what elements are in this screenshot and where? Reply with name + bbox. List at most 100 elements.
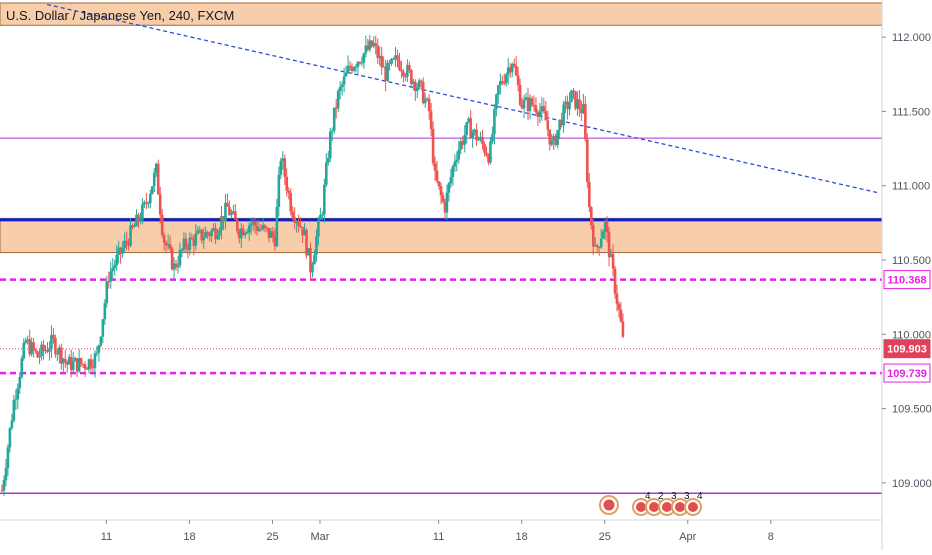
candle[interactable]	[473, 128, 476, 136]
candle[interactable]	[417, 78, 421, 89]
candle[interactable]	[210, 228, 213, 243]
candle[interactable]	[149, 189, 152, 209]
candle[interactable]	[182, 232, 186, 253]
candle[interactable]	[542, 98, 546, 114]
candle[interactable]	[615, 284, 619, 312]
candle[interactable]	[352, 65, 356, 73]
candle[interactable]	[554, 133, 557, 147]
candle[interactable]	[180, 248, 184, 258]
candle[interactable]	[390, 57, 393, 66]
candle[interactable]	[376, 38, 380, 65]
candle[interactable]	[208, 231, 211, 242]
candle[interactable]	[408, 61, 411, 74]
candle[interactable]	[54, 334, 57, 358]
candle[interactable]	[584, 96, 587, 142]
candle[interactable]	[530, 95, 534, 108]
candle[interactable]	[121, 241, 124, 258]
candle[interactable]	[398, 52, 401, 72]
candle[interactable]	[599, 228, 603, 249]
candle[interactable]	[404, 72, 407, 82]
candle[interactable]	[524, 92, 528, 101]
candle[interactable]	[502, 73, 506, 86]
event-badge[interactable]: 4	[683, 491, 703, 516]
candle[interactable]	[467, 116, 470, 124]
candle[interactable]	[601, 229, 605, 239]
candle[interactable]	[113, 260, 117, 276]
candle[interactable]	[538, 103, 542, 123]
candle[interactable]	[465, 121, 469, 144]
candle[interactable]	[273, 228, 277, 251]
candle[interactable]	[245, 228, 249, 234]
candle[interactable]	[431, 121, 435, 167]
candle[interactable]	[516, 66, 520, 92]
candle[interactable]	[323, 178, 326, 223]
candle[interactable]	[234, 203, 237, 220]
candle[interactable]	[93, 350, 97, 378]
candle[interactable]	[425, 96, 429, 102]
candle[interactable]	[514, 56, 518, 77]
candle[interactable]	[192, 234, 196, 256]
candle[interactable]	[6, 444, 10, 477]
candle[interactable]	[461, 136, 465, 149]
candle[interactable]	[613, 265, 617, 299]
candle[interactable]	[338, 81, 342, 100]
candle[interactable]	[603, 219, 607, 240]
candle[interactable]	[368, 35, 372, 53]
candle[interactable]	[609, 249, 613, 258]
candle[interactable]	[597, 246, 601, 256]
candle[interactable]	[372, 36, 376, 49]
candle[interactable]	[556, 129, 559, 149]
candle[interactable]	[501, 75, 504, 86]
candle[interactable]	[309, 242, 312, 279]
candle[interactable]	[388, 59, 391, 71]
candle[interactable]	[334, 99, 338, 119]
candle[interactable]	[125, 231, 128, 250]
candle[interactable]	[135, 209, 138, 227]
candle[interactable]	[257, 219, 261, 233]
candle[interactable]	[251, 217, 255, 232]
candle[interactable]	[591, 219, 595, 255]
candle[interactable]	[313, 249, 316, 265]
candle[interactable]	[344, 66, 348, 77]
candle[interactable]	[356, 60, 360, 74]
candle[interactable]	[506, 58, 510, 85]
candle[interactable]	[578, 90, 581, 117]
candle[interactable]	[326, 151, 330, 166]
candle[interactable]	[150, 185, 154, 195]
candle[interactable]	[457, 141, 461, 164]
candle[interactable]	[105, 275, 109, 308]
candle[interactable]	[522, 94, 526, 119]
candle[interactable]	[158, 186, 162, 224]
candle[interactable]	[536, 109, 540, 126]
candle[interactable]	[340, 81, 344, 96]
candle[interactable]	[222, 216, 225, 231]
candle[interactable]	[435, 160, 439, 184]
candle[interactable]	[582, 93, 585, 115]
candle[interactable]	[576, 91, 579, 116]
candle[interactable]	[85, 367, 89, 370]
candle[interactable]	[253, 218, 257, 235]
candle[interactable]	[617, 301, 621, 318]
candle[interactable]	[26, 335, 30, 345]
candle[interactable]	[560, 112, 563, 128]
candle[interactable]	[449, 168, 453, 188]
candle[interactable]	[586, 133, 589, 188]
candle[interactable]	[287, 187, 291, 200]
candle[interactable]	[259, 224, 263, 232]
candle[interactable]	[532, 95, 536, 112]
candle[interactable]	[52, 328, 55, 344]
candle[interactable]	[311, 261, 314, 278]
candle[interactable]	[237, 228, 241, 244]
candle[interactable]	[544, 100, 548, 121]
candle[interactable]	[89, 354, 93, 372]
candle[interactable]	[2, 475, 6, 496]
candle[interactable]	[297, 214, 300, 233]
descending-trendline[interactable]	[46, 3, 881, 194]
candle[interactable]	[95, 346, 99, 357]
candle[interactable]	[382, 56, 385, 68]
candle[interactable]	[228, 200, 231, 216]
candle[interactable]	[115, 245, 118, 271]
candle[interactable]	[285, 168, 289, 197]
candle[interactable]	[605, 216, 609, 243]
candle[interactable]	[362, 52, 366, 69]
